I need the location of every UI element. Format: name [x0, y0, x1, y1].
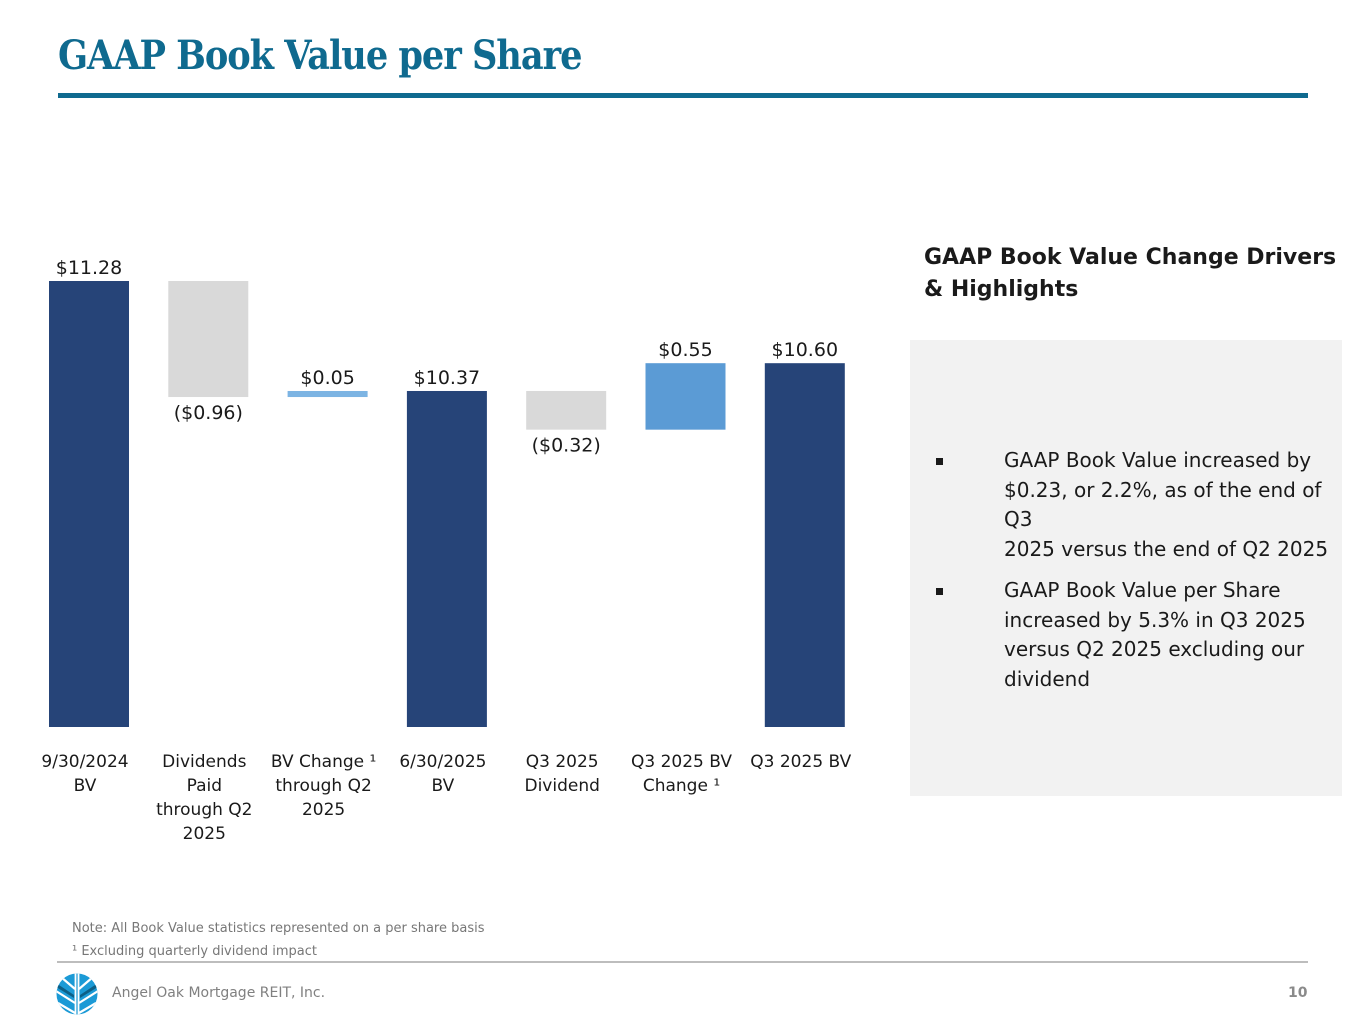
- category-label: BV Change ¹: [271, 752, 376, 772]
- bullet-line: $0.23, or 2.2%, as of the end of Q3: [1004, 477, 1322, 532]
- footer-divider: [57, 961, 1308, 963]
- category-label: BV: [74, 776, 97, 796]
- page-number: 10: [1288, 985, 1308, 1001]
- page-title: GAAP Book Value per Share: [58, 32, 582, 79]
- category-label: 2025: [183, 824, 226, 844]
- footnote-basis: Note: All Book Value statistics represen…: [72, 921, 485, 936]
- footnote-1: ¹ Excluding quarterly dividend impact: [72, 944, 317, 959]
- highlight-bullet: GAAP Book Value per Share increased by 5…: [936, 576, 1336, 694]
- category-label: Q3 2025 BV: [631, 752, 732, 772]
- bullet-line: 2025 versus the end of Q2 2025: [1004, 536, 1329, 561]
- data-label: $10.60: [772, 339, 838, 361]
- bullet-line: GAAP Book Value per Share: [1004, 578, 1281, 602]
- bullet-line: versus Q2 2025 excluding our: [1004, 637, 1305, 661]
- category-label: 9/30/2024: [41, 752, 128, 772]
- data-label: $11.28: [56, 257, 122, 279]
- bar-decrease: [168, 281, 249, 398]
- category-label: Change ¹: [643, 776, 720, 796]
- panel-title: GAAP Book Value Change Drivers & Highlig…: [924, 242, 1344, 306]
- highlight-bullet: GAAP Book Value increased by $0.23, or 2…: [936, 446, 1336, 564]
- category-label: through Q2: [156, 800, 252, 820]
- waterfall-chart: $11.28 ($0.96) $0.05 $10.37 ($0.32) $0.55 $10.…: [41, 257, 851, 844]
- data-label: $0.05: [300, 367, 354, 389]
- category-label: BV: [432, 776, 455, 796]
- bullet-line: increased by 5.3% in Q3 2025: [1004, 607, 1306, 632]
- category-label: Q3 2025: [526, 752, 599, 772]
- data-label: ($0.96): [174, 402, 243, 424]
- panel-title-line: & Highlights: [924, 277, 1079, 302]
- bullet-line: GAAP Book Value increased by: [1004, 448, 1312, 472]
- category-label: 2025: [302, 800, 345, 820]
- bullet-square-icon: [936, 458, 943, 465]
- category-label: Paid: [187, 776, 222, 796]
- data-label: $10.37: [414, 367, 480, 389]
- bar-total: [406, 390, 487, 727]
- bar-decrease: [526, 390, 607, 430]
- bar-total: [764, 363, 845, 727]
- data-label: ($0.32): [532, 435, 601, 457]
- data-labels-layer: $11.28 ($0.96) $0.05 $10.37 ($0.32) $0.55 $10.…: [56, 257, 838, 457]
- bullet-square-icon: [936, 588, 943, 595]
- bar-increase: [287, 390, 368, 398]
- bar-increase: [645, 363, 726, 430]
- category-label: Q3 2025 BV: [750, 752, 851, 772]
- bar-total: [49, 281, 129, 727]
- tree-logo-icon: [56, 973, 98, 1015]
- bullet-line: dividend: [1004, 666, 1091, 691]
- category-label: Dividends: [162, 752, 246, 772]
- category-label: Dividend: [524, 776, 599, 796]
- data-label: $0.55: [658, 339, 712, 361]
- highlights-panel: GAAP Book Value increased by $0.23, or 2…: [910, 340, 1342, 796]
- category-label: 6/30/2025: [399, 752, 486, 772]
- category-label: through Q2: [275, 776, 371, 796]
- category-labels-layer: 9/30/2024 BV Dividends Paid through Q2 2025 BV…: [41, 752, 851, 844]
- panel-title-line: GAAP Book Value Change Drivers: [924, 245, 1337, 270]
- bars-layer: [49, 281, 845, 727]
- company-name: Angel Oak Mortgage REIT, Inc.: [112, 985, 326, 1001]
- bullet-text: GAAP Book Value per Share increased by 5…: [1004, 576, 1336, 694]
- bullet-text: GAAP Book Value increased by $0.23, or 2…: [1004, 446, 1336, 564]
- title-divider: [58, 93, 1308, 98]
